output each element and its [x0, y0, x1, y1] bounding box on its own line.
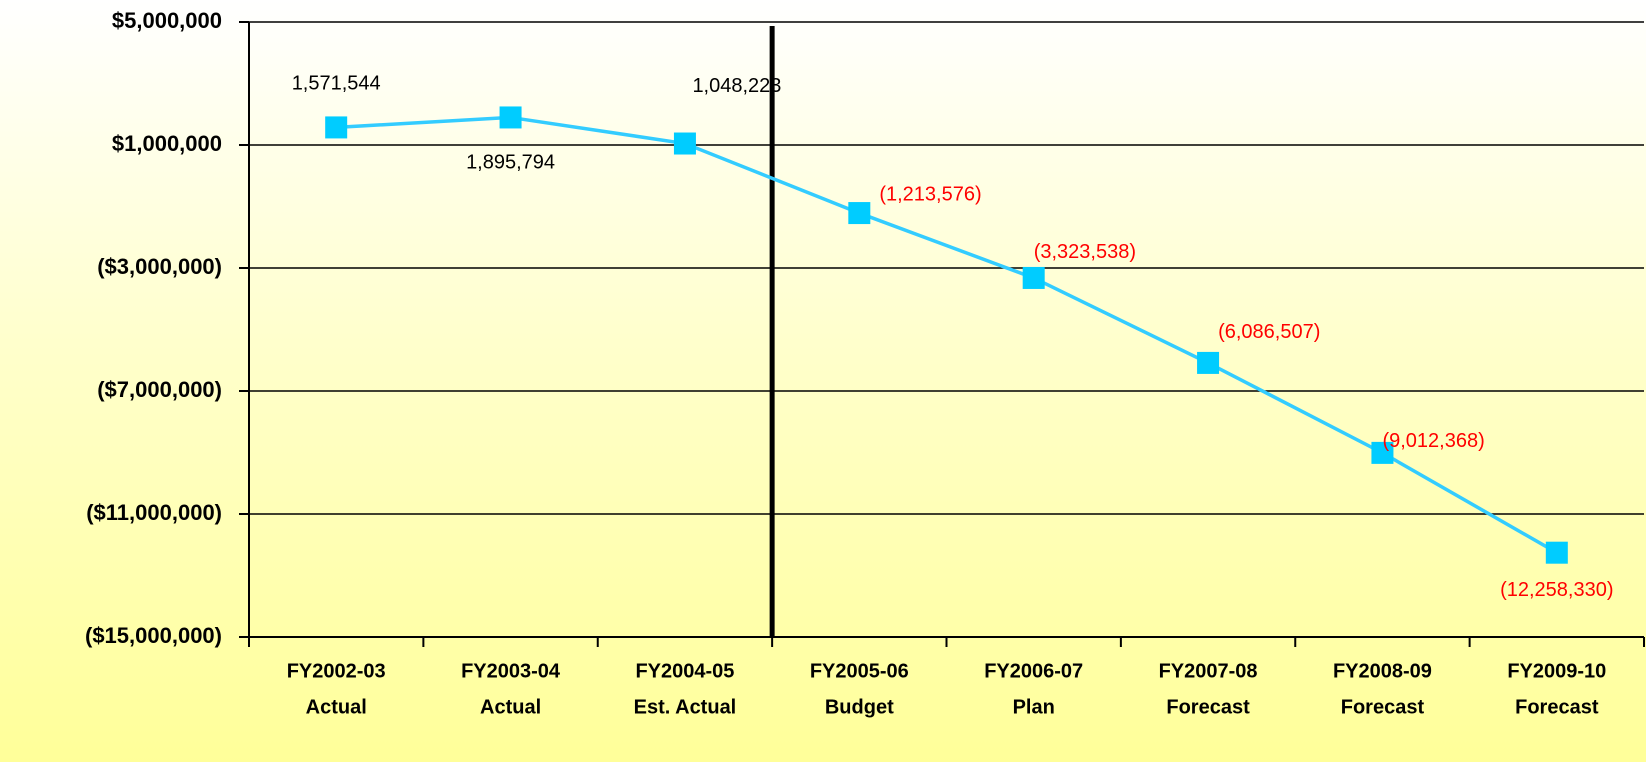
marker [1545, 541, 1568, 564]
marker [673, 132, 696, 155]
y-tick-label: ($15,000,000) [85, 623, 222, 648]
x-tick-label: FY2005-06 [810, 660, 909, 682]
data-label: (9,012,368) [1382, 430, 1484, 452]
data-label: (3,323,538) [1034, 241, 1136, 263]
x-tick-label: FY2006-07 [984, 660, 1083, 682]
x-tick-label: FY2003-04 [461, 660, 561, 682]
x-tick-label: Budget [825, 696, 894, 718]
x-tick-label: FY2008-09 [1333, 660, 1432, 682]
x-tick-label: FY2002-03 [287, 660, 386, 682]
marker [325, 116, 348, 139]
x-tick-label: FY2007-08 [1159, 660, 1258, 682]
marker [848, 202, 871, 225]
data-label: (12,258,330) [1500, 579, 1613, 601]
y-tick-label: $1,000,000 [112, 131, 222, 156]
x-tick-label: FY2009-10 [1507, 660, 1606, 682]
x-tick-label: Est. Actual [634, 696, 737, 718]
data-label: 1,895,794 [466, 152, 555, 174]
marker [499, 106, 522, 129]
x-tick-label: FY2004-05 [635, 660, 734, 682]
x-tick-label: Forecast [1166, 696, 1250, 718]
line [336, 115, 1558, 555]
data-label: 1,048,223 [692, 75, 781, 97]
marker [1371, 441, 1394, 464]
x-tick-label: Plan [1013, 696, 1055, 718]
marker [1197, 351, 1220, 374]
x-tick-label: Forecast [1515, 696, 1599, 718]
marker [1022, 266, 1045, 289]
y-tick-label: ($3,000,000) [97, 254, 222, 279]
x-tick-label: Actual [306, 696, 367, 718]
x-tick-label: Actual [480, 696, 541, 718]
data-label: 1,571,544 [292, 73, 381, 95]
x-tick-label: Forecast [1341, 696, 1425, 718]
y-tick-label: $5,000,000 [112, 8, 222, 33]
data-label: (1,213,576) [879, 183, 981, 205]
y-tick-label: ($7,000,000) [97, 377, 222, 402]
data-label: (6,086,507) [1218, 321, 1320, 343]
y-tick-label: ($11,000,000) [86, 500, 222, 525]
